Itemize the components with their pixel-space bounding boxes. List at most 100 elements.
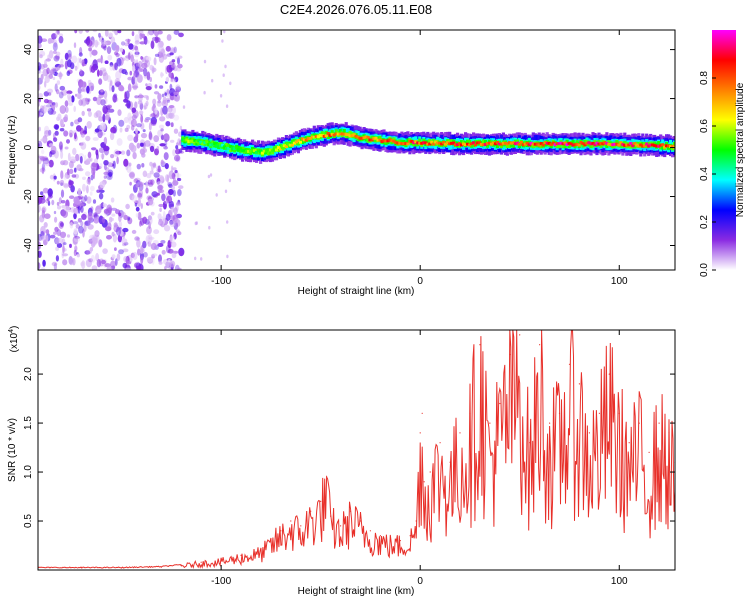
noise-spot (124, 262, 128, 269)
noise-spot (111, 85, 115, 93)
noise-spot (126, 164, 132, 173)
ridge-cell (525, 141, 529, 145)
noise-spot (86, 185, 89, 194)
noise-spot (57, 237, 63, 244)
ridge-cell (547, 141, 551, 145)
ridge-cell (312, 135, 316, 139)
ridge-cell (410, 140, 414, 143)
ridge-cell (402, 142, 406, 146)
noise-spot (134, 40, 140, 45)
noise-spot (142, 240, 147, 249)
noise-spot (38, 250, 42, 258)
noise-spot (166, 174, 170, 184)
noise-spot (38, 140, 43, 149)
noise-spot (164, 174, 170, 182)
snr-data-point (240, 554, 242, 556)
y-tick-label: 40 (23, 44, 34, 56)
noise-spot (130, 54, 134, 63)
noise-spot (157, 243, 164, 247)
colorbar-tick-label: 0.0 (699, 263, 710, 277)
noise-spot (50, 110, 57, 115)
colorbar-tick-label: 0.8 (699, 71, 710, 85)
noise-spot (43, 222, 48, 228)
ridge-cell (511, 141, 515, 148)
noise-spot (52, 50, 57, 54)
noise-spot (170, 165, 174, 173)
noise-spot (147, 215, 152, 221)
noise-spot (106, 235, 112, 240)
noise-spot (164, 139, 168, 148)
noise-spot (173, 95, 177, 101)
noise-spot (154, 53, 160, 58)
ridge-cell (392, 139, 396, 143)
noise-spot (38, 84, 41, 91)
ridge-cell (348, 134, 352, 138)
snr-x-ticks: -100 0 100 (211, 330, 628, 587)
noise-spot (110, 217, 114, 222)
noise-spot (179, 250, 183, 256)
noise-spot (41, 149, 45, 155)
noise-spot (163, 146, 168, 150)
noise-spot (63, 130, 69, 137)
ridge-cell (493, 142, 498, 146)
snr-data-point (409, 535, 411, 537)
noise-spot (134, 50, 140, 58)
noise-spot (105, 112, 110, 121)
ridge-cell (342, 129, 346, 135)
ridge-cell (483, 143, 488, 146)
snr-data-point (578, 383, 581, 385)
ridge-cell (342, 132, 346, 136)
ridge-cell (565, 139, 569, 146)
noise-spot (105, 226, 112, 232)
noise-spot (177, 177, 182, 182)
snr-data-point (310, 510, 312, 512)
noise-spot (86, 108, 92, 112)
ridge-cell (300, 137, 304, 141)
noise-spot (102, 248, 108, 255)
ridge-cell (376, 138, 380, 142)
noise-spot (38, 196, 43, 204)
snr-data-point (270, 540, 272, 542)
ridge-cell (412, 141, 416, 145)
noise-spot (54, 216, 58, 223)
colorbar-tick-label: 0.4 (699, 167, 710, 181)
noise-spot (83, 223, 87, 232)
noise-spot (120, 150, 126, 155)
noise-spot (139, 66, 142, 72)
ridge-cell (268, 148, 273, 155)
noise-spot (149, 145, 155, 153)
ridge-cell (396, 141, 400, 145)
noise-spot (117, 109, 122, 116)
snr-data-point (330, 515, 332, 517)
noise-spot (122, 248, 129, 253)
noise-spot (60, 118, 64, 127)
ridge-cell (539, 142, 543, 145)
noise-spot (96, 259, 102, 268)
noise-spot (140, 256, 144, 265)
noise-spot (39, 50, 46, 57)
noise-spot (87, 110, 92, 117)
noise-spot (64, 114, 68, 121)
noise-spot (62, 242, 67, 246)
noise-spot (144, 218, 150, 225)
noise-spot (136, 123, 142, 128)
ridge-cell (237, 147, 241, 151)
noise-spot (77, 218, 82, 223)
noise-spot (91, 167, 96, 176)
ridge-cell (579, 141, 583, 144)
noise-spot (73, 228, 78, 235)
noise-spot (164, 92, 167, 96)
noise-spot (173, 207, 178, 215)
ridge-cell (617, 143, 621, 147)
noise-spot (109, 132, 115, 141)
noise-spot (38, 62, 42, 71)
noise-spot (159, 143, 166, 147)
ridge-cell (294, 140, 298, 144)
ridge-cell (266, 149, 271, 156)
noise-spot (49, 69, 54, 75)
noise-spot (92, 30, 98, 33)
noise-spot (108, 108, 115, 113)
noise-spot (108, 82, 112, 92)
ridge-cell (462, 142, 466, 146)
noise-spot (70, 62, 75, 70)
